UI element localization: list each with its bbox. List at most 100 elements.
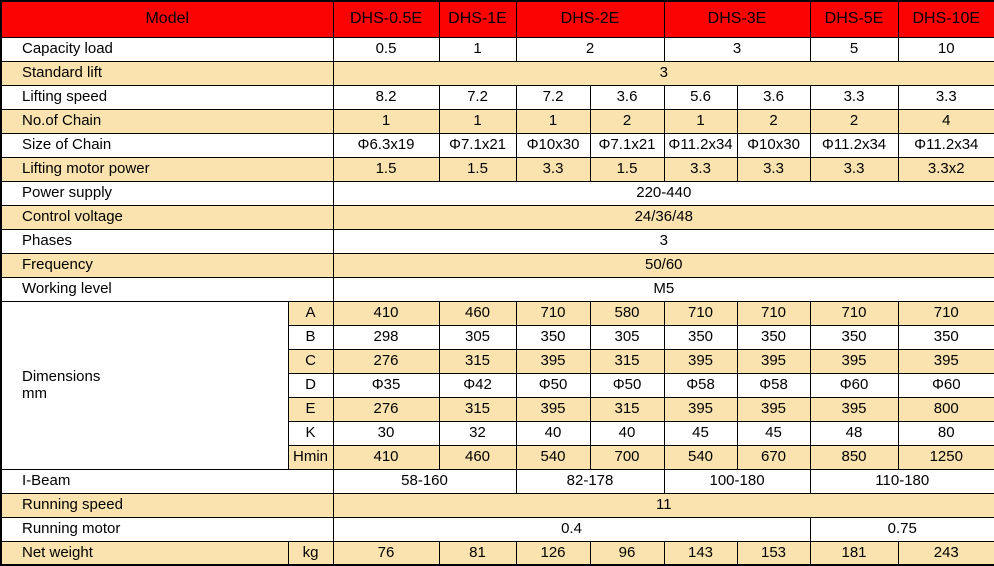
value-cell: 5.6 — [663, 84, 738, 110]
value-cell: 350 — [515, 324, 591, 350]
value-cell: 2 — [515, 36, 665, 62]
value-cell: 100-180 — [663, 468, 811, 494]
value-cell: Φ10x30 — [515, 132, 591, 158]
table-row-power-supply: Power supply 220-440 — [0, 180, 994, 206]
value-cell: 395 — [809, 396, 899, 422]
table-row-running-speed: Running speed 11 — [0, 492, 994, 518]
value-cell: 395 — [809, 348, 899, 374]
table-row-net-weight: Net weight kg 76 81 126 96 143 153 181 243 — [0, 540, 994, 566]
value-cell: 3.3x2 — [897, 156, 994, 182]
table-row-i-beam: I-Beam 58-160 82-178 100-180 110-180 — [0, 468, 994, 494]
value-cell: 850 — [809, 444, 899, 470]
value-cell: 30 — [332, 420, 440, 446]
value-cell: 395 — [736, 396, 811, 422]
table-row-capacity-load: Capacity load 0.5 1 2 3 5 10 — [0, 36, 994, 62]
value-cell: 1 — [438, 36, 517, 62]
value-cell: 1.5 — [438, 156, 517, 182]
value-cell: 670 — [736, 444, 811, 470]
model-column-header: DHS-10E — [897, 0, 994, 38]
model-column-header: DHS-3E — [663, 0, 811, 38]
table-row-working-level: Working level M5 — [0, 276, 994, 302]
value-cell: Φ60 — [897, 372, 994, 398]
value-cell: 305 — [438, 324, 517, 350]
value-cell: 143 — [663, 540, 738, 566]
value-cell: 3.3 — [736, 156, 811, 182]
value-cell: 10 — [897, 36, 994, 62]
row-sublabel: Hmin — [287, 444, 334, 470]
value-cell: 3.3 — [897, 84, 994, 110]
value-cell: 315 — [438, 396, 517, 422]
value-cell: 395 — [515, 348, 591, 374]
value-cell: 96 — [589, 540, 665, 566]
table-row-dim-b: B 298 305 350 305 350 350 350 350 — [1, 324, 994, 350]
row-label: Running speed — [0, 492, 334, 518]
value-cell: Φ10x30 — [736, 132, 811, 158]
value-cell: 58-160 — [332, 468, 517, 494]
value-cell: 395 — [515, 396, 591, 422]
row-label: Working level — [0, 276, 334, 302]
table-row-standard-lift: Standard lift 3 — [0, 60, 994, 86]
table-row-running-motor: Running motor 0.4 0.75 — [0, 516, 994, 542]
value-cell: 580 — [589, 300, 665, 326]
value-cell: Φ58 — [736, 372, 811, 398]
model-column-header: DHS-5E — [809, 0, 899, 38]
value-cell: 76 — [332, 540, 440, 566]
value-cell: 1250 — [897, 444, 994, 470]
value-cell: 7.2 — [438, 84, 517, 110]
value-cell: 40 — [589, 420, 665, 446]
row-label: Lifting speed — [0, 84, 334, 110]
row-sublabel: K — [287, 420, 334, 446]
value-cell: 3 — [663, 36, 811, 62]
row-sublabel: kg — [287, 540, 334, 566]
value-cell: 710 — [515, 300, 591, 326]
table-row-dim-c: C 276 315 395 315 395 395 395 395 — [1, 348, 994, 374]
row-sublabel: D — [287, 372, 334, 398]
row-sublabel: A — [287, 300, 334, 326]
table-row-dim-a: Dimensions mm A 410 460 710 580 710 710 710 710 — [0, 300, 994, 470]
row-label: I-Beam — [0, 468, 334, 494]
value-cell: 3 — [332, 60, 994, 86]
value-cell: 45 — [736, 420, 811, 446]
dimensions-group-label: Dimensions mm — [0, 300, 289, 470]
value-cell: Φ50 — [589, 372, 665, 398]
value-cell: 181 — [809, 540, 899, 566]
table-row-dim-d: D Φ35 Φ42 Φ50 Φ50 Φ58 Φ58 Φ60 Φ60 — [1, 372, 994, 398]
value-cell: 3.3 — [809, 84, 899, 110]
value-cell: 410 — [332, 444, 440, 470]
model-column-header: DHS-0.5E — [332, 0, 440, 38]
value-cell: Φ50 — [515, 372, 591, 398]
value-cell: 3.3 — [663, 156, 738, 182]
model-column-header: DHS-2E — [515, 0, 665, 38]
row-label: Frequency — [0, 252, 334, 278]
value-cell: 350 — [897, 324, 994, 350]
value-cell: 153 — [736, 540, 811, 566]
value-cell: 410 — [332, 300, 440, 326]
value-cell: 4 — [897, 108, 994, 134]
value-cell: 8.2 — [332, 84, 440, 110]
table-row-dim-k: K 30 32 40 40 45 45 48 80 — [1, 420, 994, 446]
value-cell: 1 — [663, 108, 738, 134]
value-cell: Φ42 — [438, 372, 517, 398]
row-label: Phases — [0, 228, 334, 254]
value-cell: 395 — [897, 348, 994, 374]
value-cell: 395 — [663, 348, 738, 374]
value-cell: 80 — [897, 420, 994, 446]
value-cell: 50/60 — [332, 252, 994, 278]
value-cell: 700 — [589, 444, 665, 470]
value-cell: 350 — [809, 324, 899, 350]
value-cell: Φ35 — [332, 372, 440, 398]
value-cell: Φ6.3x19 — [332, 132, 440, 158]
value-cell: Φ11.2x34 — [809, 132, 899, 158]
row-label: No.of Chain — [0, 108, 334, 134]
value-cell: 0.5 — [332, 36, 440, 62]
value-cell: 460 — [438, 300, 517, 326]
value-cell: 11 — [332, 492, 994, 518]
value-cell: 2 — [589, 108, 665, 134]
value-cell: 460 — [438, 444, 517, 470]
value-cell: 24/36/48 — [332, 204, 994, 230]
value-cell: 3.3 — [809, 156, 899, 182]
table-row-lifting-motor-power: Lifting motor power 1.5 1.5 3.3 1.5 3.3 3.3 3.3… — [0, 156, 994, 182]
value-cell: 1.5 — [332, 156, 440, 182]
row-label: Control voltage — [0, 204, 334, 230]
value-cell: 710 — [663, 300, 738, 326]
